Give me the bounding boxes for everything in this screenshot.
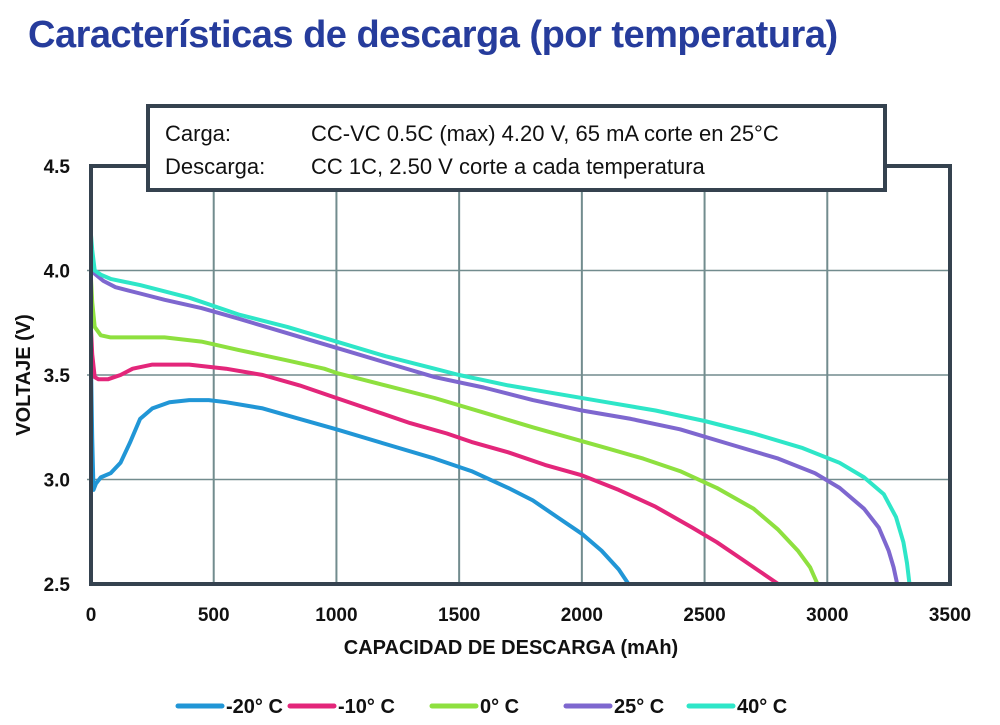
legend-item: -20° C — [175, 696, 283, 718]
y-tick-label: 3.5 — [44, 366, 71, 387]
y-tick-label: 3.0 — [44, 471, 70, 492]
charge-value: CC-VC 0.5C (max) 4.20 V, 65 mA corte en … — [311, 121, 779, 146]
legend-label: 40° C — [737, 696, 787, 718]
legend-item: -10° C — [287, 696, 395, 718]
discharge-value: CC 1C, 2.50 V corte a cada temperatura — [311, 154, 706, 179]
series-line-25c — [89, 268, 900, 586]
discharge-label: Descarga: — [165, 154, 265, 179]
x-axis-ticks: 0 500 1000 1500 2000 2500 3000 3500 — [86, 605, 971, 626]
x-tick-label: 2000 — [561, 605, 603, 626]
y-axis-ticks: 2.5 3.0 3.5 4.0 4.5 — [44, 157, 71, 596]
legend-item: 0° C — [429, 696, 519, 718]
conditions-box: Carga: CC-VC 0.5C (max) 4.20 V, 65 mA co… — [146, 104, 887, 192]
page-title: Características de descarga (por tempera… — [28, 14, 838, 56]
x-tick-label: 0 — [86, 605, 97, 626]
x-tick-label: 500 — [198, 605, 230, 626]
series-line-0c — [89, 276, 820, 586]
charge-label: Carga: — [165, 121, 231, 146]
y-tick-label: 2.5 — [44, 575, 71, 596]
x-axis-label: CAPACIDAD DE DESCARGA (mAh) — [344, 637, 678, 659]
grid-lines — [87, 166, 950, 584]
y-tick-label: 4.0 — [44, 262, 70, 283]
legend-label: 25° C — [614, 696, 664, 718]
legend-item: 25° C — [563, 696, 664, 718]
legend-item: 40° C — [686, 696, 787, 718]
series-line--20c — [89, 362, 631, 586]
x-tick-label: 3500 — [929, 605, 971, 626]
x-tick-label: 3000 — [806, 605, 848, 626]
x-tick-label: 2500 — [683, 605, 725, 626]
series-line-40c — [89, 233, 912, 586]
x-tick-label: 1500 — [438, 605, 480, 626]
legend-label: 0° C — [480, 696, 519, 718]
y-tick-label: 4.5 — [44, 157, 71, 178]
series-lines — [89, 233, 912, 586]
legend-label: -10° C — [338, 696, 395, 718]
series-line--10c — [89, 327, 781, 586]
x-tick-label: 1000 — [315, 605, 357, 626]
legend-label: -20° C — [226, 696, 283, 718]
y-axis-label: VOLTAJE (V) — [13, 314, 35, 435]
legend: -20° C -10° C 0° C 25° C 40° C — [175, 696, 787, 718]
